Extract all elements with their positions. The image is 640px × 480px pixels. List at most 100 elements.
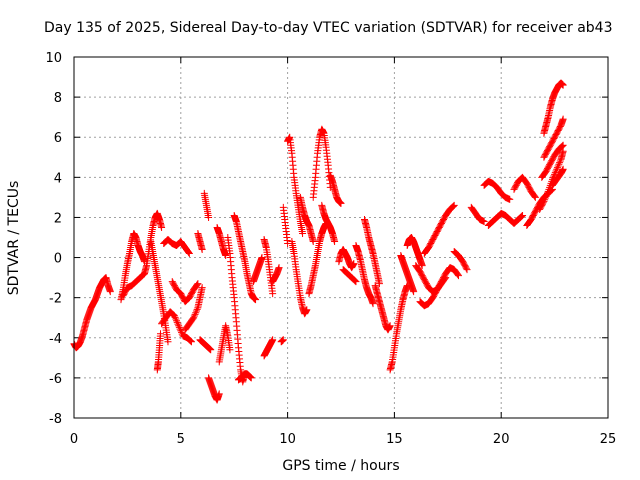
data-point — [540, 197, 548, 205]
data-point — [559, 81, 567, 89]
x-tick-label: 10 — [279, 432, 296, 447]
data-point — [480, 217, 488, 225]
data-track-30 — [318, 201, 339, 246]
data-track-53 — [548, 165, 567, 189]
data-track-50 — [538, 141, 567, 181]
data-point — [193, 305, 201, 313]
chart-title: Day 135 of 2025, Sidereal Day-to-day VTE… — [44, 20, 613, 36]
data-point — [517, 213, 525, 221]
data-point — [222, 252, 230, 260]
data-point — [352, 278, 360, 286]
data-points — [70, 79, 567, 404]
data-track-44 — [467, 203, 488, 225]
x-tick-labels: 0 5 10 15 20 25 — [70, 432, 616, 447]
data-point — [177, 327, 185, 335]
data-point — [173, 318, 181, 326]
data-track-6 — [158, 308, 195, 346]
data-track-33 — [339, 266, 360, 286]
data-point — [192, 309, 200, 317]
data-point — [175, 322, 183, 330]
plot-frame — [73, 56, 609, 419]
data-track-13 — [205, 374, 223, 404]
data-point — [269, 336, 277, 344]
data-point — [171, 313, 179, 321]
data-point — [454, 271, 462, 279]
data-point — [198, 284, 206, 292]
data-point — [554, 162, 562, 170]
data-track-23 — [277, 336, 287, 346]
data-track-22 — [269, 264, 283, 286]
data-track-18 — [234, 370, 255, 384]
data-point — [519, 211, 527, 219]
data-track-37 — [386, 282, 411, 374]
data-point — [279, 336, 287, 344]
data-point — [531, 193, 539, 201]
data-point — [175, 323, 183, 331]
data-track-1 — [117, 229, 148, 304]
data-point — [558, 143, 566, 151]
data-track-45 — [480, 177, 514, 203]
data-point — [543, 189, 551, 197]
data-point — [351, 277, 359, 285]
data-point — [556, 157, 564, 165]
data-point — [205, 213, 213, 221]
x-tick-label: 25 — [600, 432, 617, 447]
x-tick-label: 20 — [493, 432, 510, 447]
data-point — [350, 260, 358, 268]
data-point — [551, 169, 559, 177]
data-track-46 — [484, 209, 527, 229]
data-point — [172, 315, 180, 323]
data-track-5 — [153, 330, 165, 374]
data-point — [174, 320, 182, 328]
y-tick-label: -4 — [49, 332, 62, 347]
data-point — [191, 310, 199, 318]
data-point — [226, 346, 234, 354]
data-point — [258, 254, 266, 262]
data-track-31 — [326, 171, 345, 207]
data-track-11 — [196, 336, 215, 354]
data-point — [187, 337, 195, 345]
data-point — [164, 338, 172, 346]
data-point — [351, 276, 359, 284]
y-tick-labels: -8 -6 -4 -2 0 2 4 6 8 10 — [45, 51, 62, 427]
data-point — [331, 238, 339, 246]
data-track-10 — [194, 229, 206, 254]
data-track-7 — [160, 236, 193, 258]
data-track-2 — [119, 270, 148, 300]
data-point — [106, 288, 114, 296]
data-point — [178, 328, 186, 336]
data-point — [506, 195, 514, 203]
data-point — [559, 115, 567, 123]
data-point — [215, 390, 223, 398]
y-tick-label: -2 — [49, 292, 62, 307]
data-track-51 — [540, 115, 567, 161]
data-point — [541, 196, 549, 204]
data-point — [559, 165, 567, 173]
data-point — [303, 306, 311, 314]
data-track-38 — [397, 252, 418, 296]
data-track-21 — [260, 336, 277, 360]
data-point — [553, 165, 561, 173]
data-track-52 — [540, 79, 567, 137]
data-track-12 — [200, 189, 213, 221]
data-track-15 — [213, 223, 230, 260]
y-tick-label: 0 — [54, 252, 62, 267]
data-point — [186, 336, 194, 344]
data-point — [462, 264, 470, 272]
y-tick-label: 6 — [54, 131, 62, 146]
data-point — [193, 281, 201, 289]
y-tick-label: 2 — [54, 211, 62, 226]
data-point — [449, 203, 457, 211]
data-point — [194, 280, 202, 288]
data-track-32 — [335, 246, 358, 272]
data-track-8 — [168, 278, 202, 306]
data-track-49 — [536, 147, 567, 213]
data-point — [192, 307, 200, 315]
data-point — [531, 192, 539, 200]
data-point — [543, 191, 551, 199]
data-track-42 — [416, 264, 462, 310]
data-point — [463, 266, 471, 274]
data-track-20 — [260, 236, 277, 298]
data-point — [450, 201, 458, 209]
